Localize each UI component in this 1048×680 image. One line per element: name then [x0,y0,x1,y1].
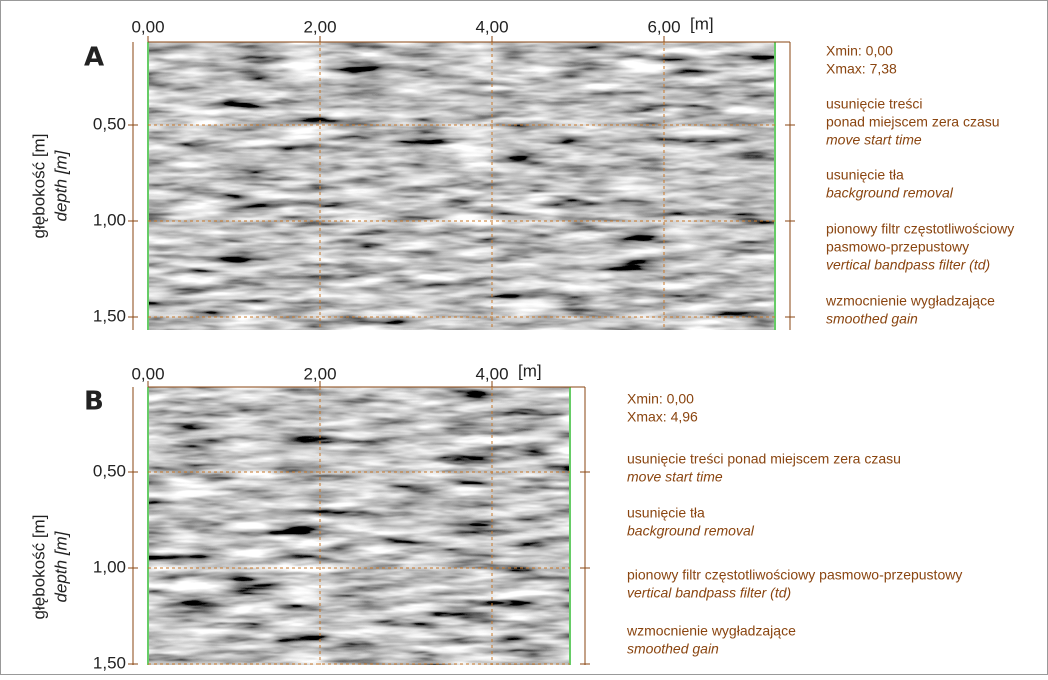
x-tick-label: 2,00 [303,17,336,36]
note-line: Xmax: 7,38 [826,61,897,77]
note-line: usunięcie treści ponad miejscem zera cza… [627,451,901,467]
x-tick-label: 2,00 [303,364,336,383]
note-line: pionowy filtr częstotliwościowy pasmowo-… [627,567,962,583]
note-line: background removal [627,523,755,539]
note-line: Xmax: 4,96 [627,409,698,425]
panel-label: B [84,387,104,417]
x-unit: [m] [690,14,714,33]
x-unit: [m] [518,361,542,380]
x-tick-label: 6,00 [647,17,680,36]
note-line: vertical bandpass filter (td) [826,257,990,273]
note-line: usunięcie treści [826,96,923,112]
note-line: usunięcie tła [826,167,904,183]
y-axis-label: depth [m] [51,149,70,221]
radargram [148,387,570,665]
note-line: ponad miejscem zera czasu [826,114,1000,130]
note-line: smoothed gain [826,311,918,327]
note-line: wzmocnienie wygładzające [825,293,995,309]
y-tick-label: 1,00 [93,557,126,576]
figure: 0,00 2,00 4,00 6,00 [m] 0,50 1,00 1,50 Agłębokoś… [0,0,1048,675]
note-line: vertical bandpass filter (td) [627,585,791,601]
note-line: wzmocnienie wygładzające [626,623,796,639]
y-tick-label: 0,50 [93,461,126,480]
y-axis-label: depth [m] [51,530,70,602]
y-axis-label: głębokość [m] [29,515,48,620]
note-line: move start time [826,132,922,148]
note-line: background removal [826,185,954,201]
note-line: usunięcie tła [627,505,705,521]
note-line: Xmin: 0,00 [826,43,893,59]
radargram [148,42,775,330]
note-line: smoothed gain [627,641,719,657]
y-tick-label: 1,50 [93,653,126,672]
y-tick-label: 1,50 [93,306,126,325]
x-tick-label: 0,00 [131,17,164,36]
y-axis-label: głębokość [m] [29,134,48,239]
y-tick-label: 0,50 [93,114,126,133]
note-line: pasmowo-przepustowy [826,239,969,255]
x-tick-label: 4,00 [475,364,508,383]
note-line: Xmin: 0,00 [627,391,694,407]
note-line: pionowy filtr częstotliwościowy [826,221,1014,237]
note-line: move start time [627,469,723,485]
panel-label: A [84,43,104,73]
x-tick-label: 0,00 [131,364,164,383]
y-tick-label: 1,00 [93,210,126,229]
x-tick-label: 4,00 [475,17,508,36]
